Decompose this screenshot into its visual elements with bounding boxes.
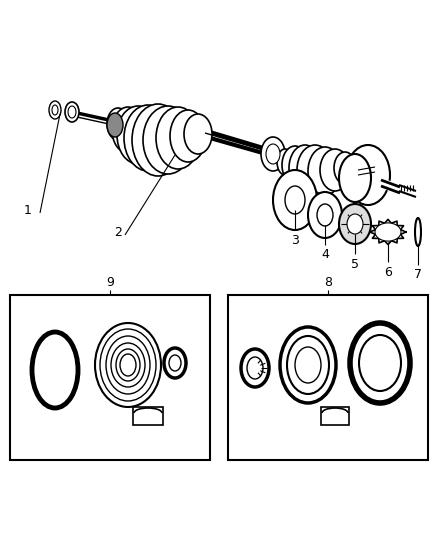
- Bar: [133, 407, 163, 425]
- Text: 8: 8: [324, 276, 332, 288]
- Ellipse shape: [52, 105, 58, 115]
- Ellipse shape: [347, 214, 363, 234]
- Ellipse shape: [287, 336, 329, 394]
- Ellipse shape: [143, 106, 193, 174]
- Ellipse shape: [106, 336, 150, 394]
- Ellipse shape: [107, 113, 123, 137]
- Ellipse shape: [295, 347, 321, 383]
- Ellipse shape: [339, 154, 371, 202]
- Ellipse shape: [241, 349, 269, 387]
- Ellipse shape: [285, 186, 305, 214]
- Text: 2: 2: [114, 225, 122, 238]
- Ellipse shape: [317, 204, 333, 226]
- Text: 6: 6: [384, 265, 392, 279]
- Text: 1: 1: [24, 204, 32, 216]
- Ellipse shape: [273, 170, 317, 230]
- Text: 5: 5: [351, 257, 359, 271]
- Ellipse shape: [359, 335, 401, 391]
- Ellipse shape: [334, 152, 356, 184]
- Bar: [10, 295, 210, 460]
- Ellipse shape: [156, 107, 200, 169]
- Ellipse shape: [266, 144, 280, 164]
- Ellipse shape: [95, 323, 161, 407]
- Ellipse shape: [339, 204, 371, 244]
- Ellipse shape: [68, 106, 76, 118]
- Ellipse shape: [100, 329, 156, 401]
- Ellipse shape: [350, 323, 410, 403]
- Ellipse shape: [116, 349, 140, 381]
- Ellipse shape: [112, 107, 144, 153]
- Ellipse shape: [164, 348, 186, 378]
- Ellipse shape: [132, 104, 184, 176]
- Ellipse shape: [415, 218, 421, 246]
- Ellipse shape: [184, 114, 212, 154]
- Ellipse shape: [117, 106, 159, 164]
- Ellipse shape: [169, 355, 181, 371]
- Ellipse shape: [289, 145, 321, 191]
- Bar: [321, 407, 349, 425]
- Ellipse shape: [107, 108, 129, 140]
- Bar: [228, 295, 428, 460]
- Ellipse shape: [297, 145, 333, 195]
- Ellipse shape: [346, 145, 390, 205]
- Ellipse shape: [65, 102, 79, 122]
- Ellipse shape: [280, 327, 336, 403]
- Ellipse shape: [277, 149, 293, 175]
- Text: 7: 7: [414, 269, 422, 281]
- Text: 3: 3: [291, 233, 299, 246]
- Ellipse shape: [111, 343, 145, 387]
- Ellipse shape: [170, 110, 206, 162]
- Ellipse shape: [261, 137, 285, 171]
- Ellipse shape: [308, 147, 342, 195]
- Ellipse shape: [320, 149, 350, 191]
- Ellipse shape: [49, 101, 61, 119]
- Ellipse shape: [247, 357, 263, 379]
- Text: 4: 4: [321, 248, 329, 262]
- Ellipse shape: [124, 105, 172, 171]
- Ellipse shape: [282, 146, 308, 184]
- Ellipse shape: [308, 192, 342, 238]
- Ellipse shape: [375, 223, 401, 241]
- Ellipse shape: [120, 354, 136, 376]
- Text: 9: 9: [106, 276, 114, 288]
- Ellipse shape: [32, 332, 78, 408]
